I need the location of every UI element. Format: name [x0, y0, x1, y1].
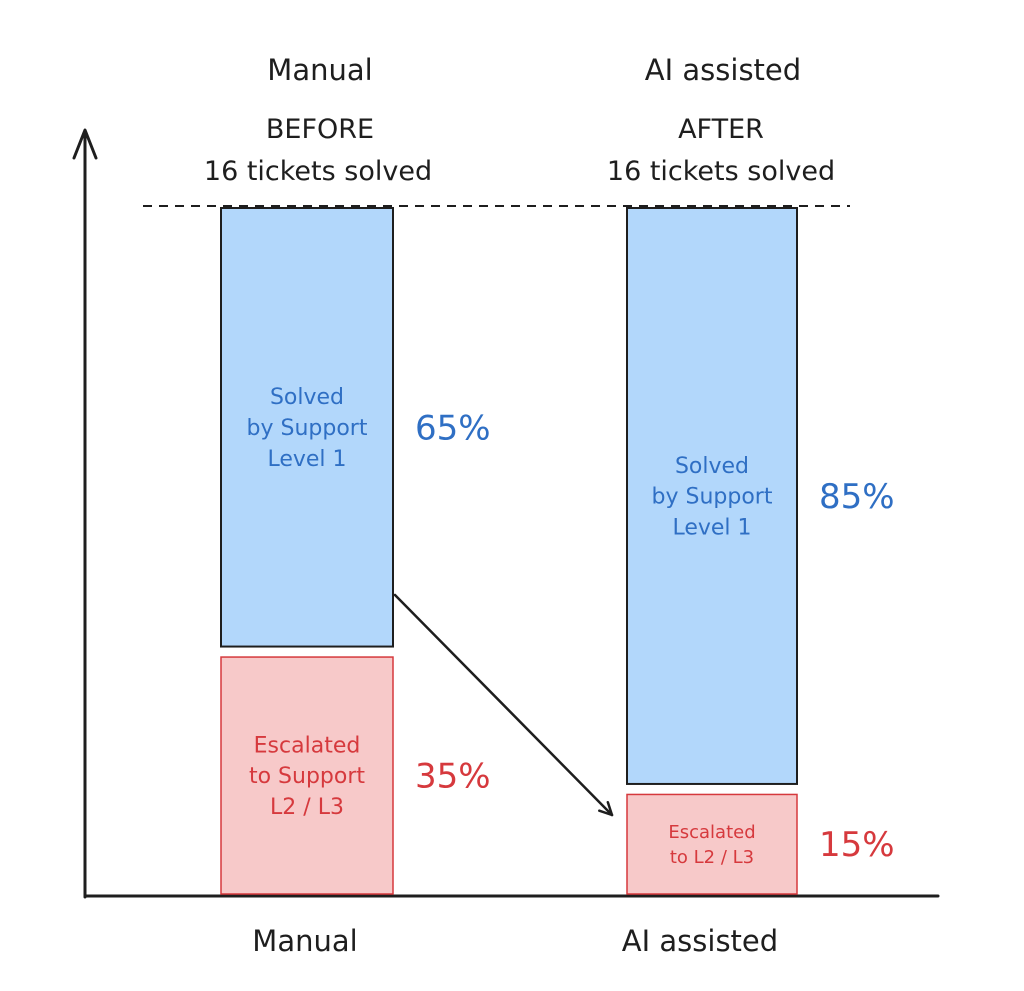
header-manual-title: Manual: [267, 53, 372, 87]
segment-label-manual-solved-0: Solved: [270, 385, 344, 410]
bar-manual-escalated: [220, 656, 394, 895]
bar-ai-assisted-escalated: [626, 793, 798, 895]
segment-label-ai-assisted-solved-1: by Support: [652, 485, 773, 510]
header-ai-title: AI assisted: [645, 53, 801, 87]
segment-label-manual-solved-2: Level 1: [267, 447, 346, 472]
header-ai-total: 16 tickets solved: [607, 156, 835, 187]
segment-label-ai-assisted-solved-0: Solved: [675, 454, 749, 479]
bar-manual-solved: [220, 207, 394, 648]
value-label-manual-solved: 65%: [415, 408, 491, 448]
segment-label-manual-escalated-1: to Support: [249, 764, 365, 789]
header-ai-assisted: AI assisted AFTER 16 tickets solved: [607, 53, 835, 187]
value-label-ai-assisted-escalated: 15%: [819, 825, 895, 865]
x-label-ai-assisted: AI assisted: [622, 924, 778, 958]
segment-label-ai-assisted-escalated-0: Escalated: [668, 822, 755, 843]
value-label-ai-assisted-solved: 85%: [819, 477, 895, 517]
segment-label-manual-escalated-2: L2 / L3: [270, 795, 344, 820]
header-manual: Manual BEFORE 16 tickets solved: [204, 53, 432, 187]
segment-label-manual-escalated-0: Escalated: [254, 733, 361, 758]
segment-label-ai-assisted-solved-2: Level 1: [672, 515, 751, 540]
segment-label-ai-assisted-escalated-1: to L2 / L3: [670, 847, 754, 868]
value-label-manual-escalated: 35%: [415, 757, 491, 797]
bar-ai-assisted-solved: [626, 207, 798, 785]
header-ai-stage: AFTER: [678, 114, 764, 145]
segment-label-manual-solved-1: by Support: [247, 416, 368, 441]
bars-group: Escalated to Support L2 / L3 35% Solved by Su…: [220, 207, 895, 895]
escalation-arrow: [393, 593, 614, 817]
x-label-manual: Manual: [252, 924, 357, 958]
header-manual-total: 16 tickets solved: [204, 156, 432, 187]
y-axis-arrowhead-icon: [72, 128, 98, 160]
header-manual-stage: BEFORE: [266, 114, 374, 145]
